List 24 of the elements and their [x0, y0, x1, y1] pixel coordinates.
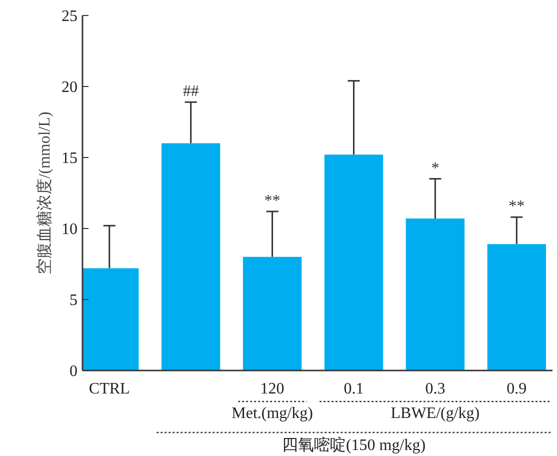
y-tick-label: 0 — [70, 363, 78, 380]
text: Met.(mg/kg) — [232, 405, 313, 422]
x-tick-label: 0.1 — [344, 380, 364, 398]
annotation: ** — [508, 198, 525, 216]
bar — [242, 256, 302, 370]
x-tick-label: 0.9 — [506, 380, 527, 398]
y-tick-label: 25 — [62, 8, 78, 25]
annotation: ** — [264, 192, 280, 210]
y-tick-label: 10 — [62, 221, 78, 238]
y-axis-title: 空腹血糖浓度/(mmol/L) — [36, 112, 54, 274]
text: LBWE/(g/kg) — [390, 405, 480, 422]
bar — [324, 154, 384, 370]
bar — [406, 218, 465, 370]
annotation: * — [431, 160, 440, 177]
bar — [487, 244, 546, 370]
x-tick-label: CTRL — [88, 380, 130, 398]
bar — [162, 143, 220, 370]
x-tick-label: 120 — [260, 380, 284, 398]
y-tick-label: 15 — [62, 150, 78, 167]
y-tick-label: 20 — [62, 79, 78, 96]
y-tick-label: 5 — [70, 292, 78, 309]
text: 四氧嘧啶(150 mg/kg) — [282, 436, 426, 454]
x-tick-label: 0.3 — [425, 380, 446, 398]
annotation: ## — [182, 83, 199, 100]
